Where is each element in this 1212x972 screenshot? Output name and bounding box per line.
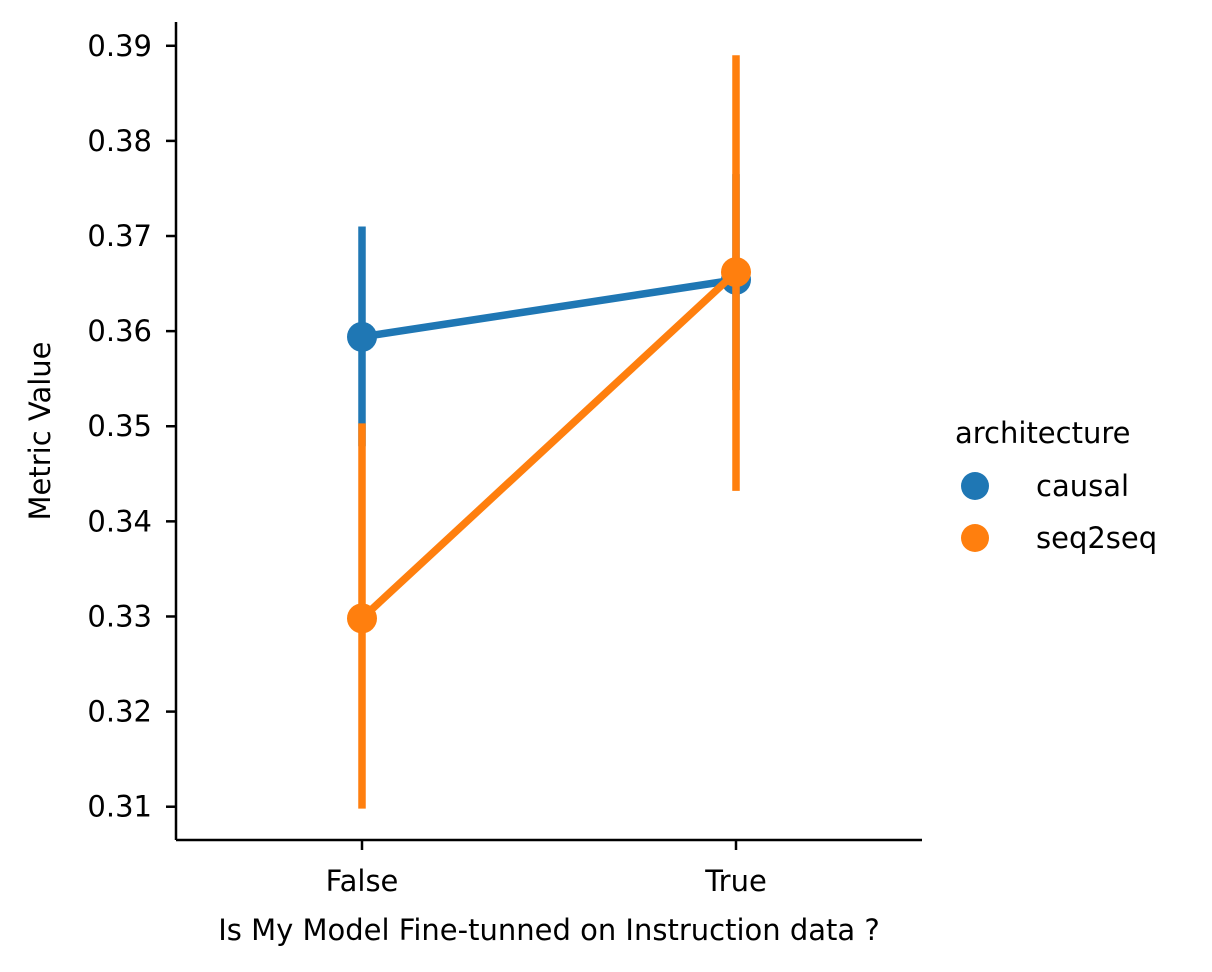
y-tick-label: 0.38: [87, 124, 152, 158]
y-tick-label: 0.37: [87, 219, 152, 253]
series-seq2seq: [347, 55, 751, 809]
legend-label: seq2seq: [1036, 521, 1157, 555]
legend-label: causal: [1036, 469, 1129, 503]
legend-marker: [961, 524, 989, 552]
legend: architecture causal seq2seq: [955, 416, 1157, 555]
legend-marker: [961, 472, 989, 500]
y-axis-label: Metric Value: [23, 341, 57, 520]
data-point: [721, 257, 751, 288]
data-point: [347, 321, 377, 352]
legend-item: seq2seq: [961, 521, 1157, 555]
y-axis: 0.31 0.32 0.33 0.34 0.35 0.36 0.37 0.38 0.39 Met…: [23, 22, 178, 840]
data-point: [347, 603, 377, 634]
legend-title: architecture: [955, 416, 1130, 450]
y-ticks: 0.31 0.32 0.33 0.34 0.35 0.36 0.37 0.38 0.39: [87, 29, 176, 824]
y-tick-label: 0.39: [87, 29, 152, 63]
legend-items: causal seq2seq: [961, 469, 1157, 555]
y-tick-label: 0.36: [87, 314, 152, 348]
y-tick-label: 0.31: [87, 790, 152, 824]
x-ticks: False True: [326, 840, 767, 898]
x-axis-label: Is My Model Fine-tunned on Instruction d…: [218, 913, 880, 947]
x-tick-label: False: [326, 864, 399, 898]
y-tick-label: 0.32: [87, 695, 152, 729]
series-line: [361, 276, 737, 341]
y-tick-label: 0.33: [87, 599, 152, 633]
y-tick-label: 0.34: [87, 504, 152, 538]
x-axis: False True Is My Model Fine-tunned on Ins…: [176, 838, 922, 947]
series-line: [359, 269, 739, 622]
plot-area: [347, 55, 751, 809]
y-tick-label: 0.35: [87, 409, 152, 443]
x-tick-label: True: [704, 864, 767, 898]
legend-item: causal: [961, 469, 1129, 503]
